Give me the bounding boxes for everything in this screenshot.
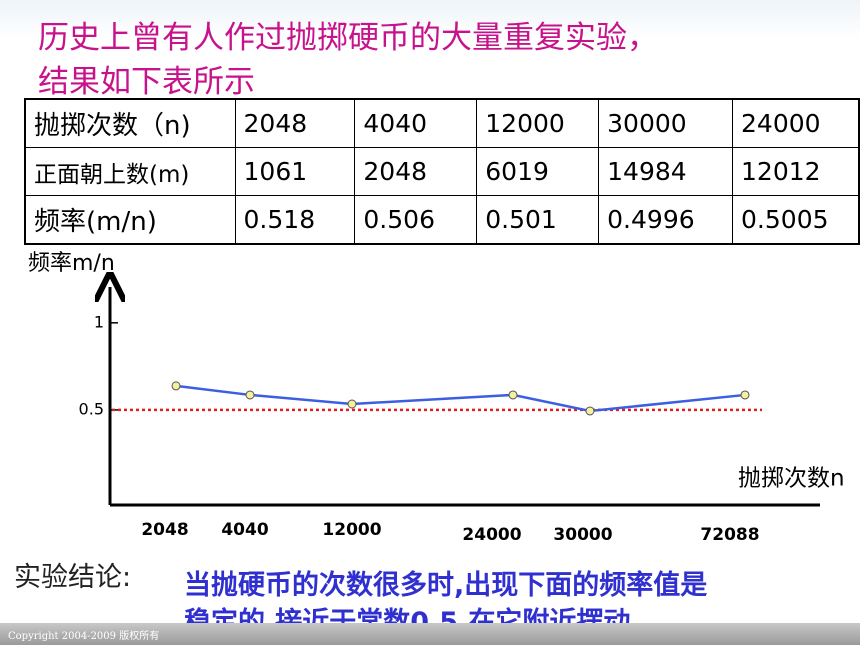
table-cell: 0.4996	[598, 195, 734, 245]
title-line: 结果如下表所示	[38, 64, 255, 100]
table-cell: 0.518	[234, 195, 356, 245]
table-cell: 0.501	[476, 195, 600, 245]
x-axis-label: 抛掷次数n	[738, 466, 845, 492]
data-point	[740, 390, 750, 400]
data-point	[171, 381, 181, 391]
x-tick-label: 2048	[141, 520, 188, 540]
table-cell: 1061	[234, 147, 356, 196]
table-cell: 12000	[476, 98, 600, 148]
table-cell: 24000	[732, 98, 860, 148]
y-tick-label: 0.5	[79, 399, 104, 418]
table-cell: 12012	[732, 147, 860, 196]
data-line	[175, 384, 746, 413]
banner	[0, 0, 860, 40]
data-table: 抛掷次数（n) 2048 4040 12000 30000 24000 正面朝上数(m) 10…	[24, 98, 860, 245]
x-tick-label: 72088	[700, 525, 759, 545]
data-point	[585, 406, 595, 416]
copyright: Copyright 2004-2009 版权所有	[8, 631, 160, 642]
table-cell: 30000	[598, 98, 734, 148]
x-tick-label: 12000	[322, 520, 381, 540]
row-header: 频率(m/n)	[24, 195, 236, 245]
data-point	[347, 399, 357, 409]
table-cell: 6019	[476, 147, 600, 196]
data-point	[508, 390, 518, 400]
y-tick-label: 1	[94, 312, 104, 331]
table-cell: 2048	[354, 147, 478, 196]
title-line: 历史上曾有人作过抛掷硬币的大量重复实验，	[38, 20, 658, 56]
data-point	[245, 390, 255, 400]
x-tick-label: 4040	[221, 520, 268, 540]
table-cell: 0.5005	[732, 195, 860, 245]
row-header: 正面朝上数(m)	[24, 147, 236, 196]
x-tick-label: 24000	[462, 525, 521, 545]
table-row: 频率(m/n) 0.518 0.506 0.501 0.4996 0.5005	[24, 195, 860, 245]
y-axis-label: 频率m/n	[28, 251, 115, 276]
conclusion-label: 实验结论:	[14, 562, 132, 593]
table-cell: 4040	[354, 98, 478, 148]
table-row: 正面朝上数(m) 1061 2048 6019 14984 12012	[24, 147, 860, 196]
table-cell: 0.506	[354, 195, 478, 245]
x-tick-label: 30000	[553, 525, 612, 545]
footer-bar	[0, 623, 860, 645]
table-cell: 2048	[234, 98, 356, 148]
conclusion-text: 当抛硬币的次数很多时,出现下面的频率值是	[184, 570, 708, 601]
